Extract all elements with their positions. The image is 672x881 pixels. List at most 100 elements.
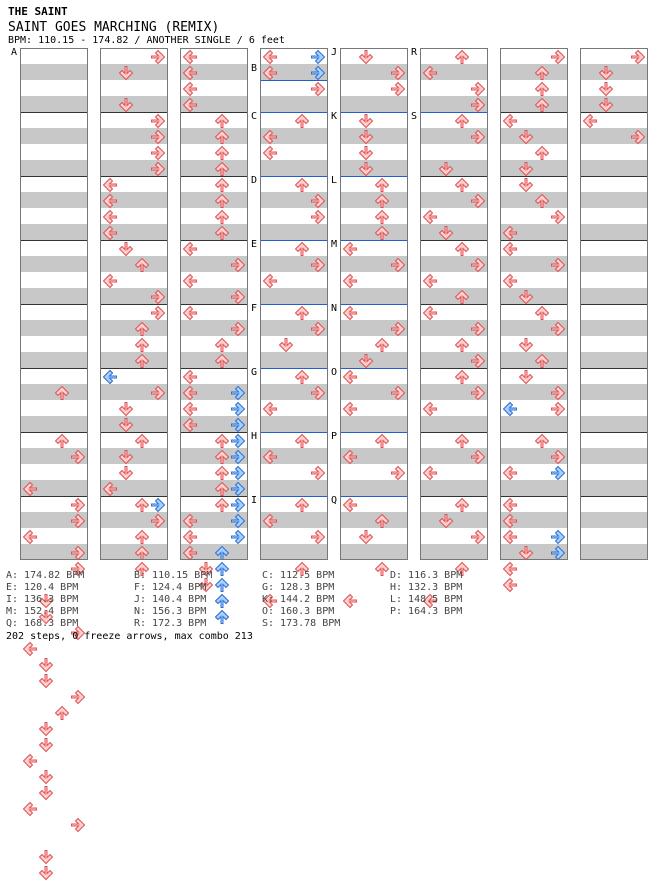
step-arrow-up-icon [294, 433, 310, 448]
measure-line [340, 304, 408, 305]
step-arrow-up-icon [294, 113, 310, 128]
measure-line [260, 304, 328, 305]
measure-line [420, 240, 488, 241]
step-arrow-right-icon [231, 449, 246, 465]
step-arrow-down-icon [278, 338, 294, 353]
step-arrow-up-icon [54, 705, 70, 720]
step-arrow-up-icon [534, 193, 550, 208]
step-arrow-up-icon [214, 593, 230, 608]
step-arrow-right-icon [231, 481, 246, 497]
step-arrow-down-icon [598, 66, 614, 81]
bpm-change-line [340, 112, 408, 113]
step-arrow-right-icon [471, 97, 486, 113]
step-arrow-left-icon [182, 545, 197, 561]
step-arrow-down-icon [118, 450, 134, 465]
step-arrow-left-icon [102, 481, 117, 497]
step-arrow-up-icon [454, 497, 470, 512]
step-arrow-up-icon [214, 145, 230, 160]
step-arrow-down-icon [518, 290, 534, 305]
step-arrow-up-icon [134, 257, 150, 272]
measure-line [180, 496, 248, 497]
step-arrow-left-icon [422, 593, 437, 609]
step-arrow-up-icon [454, 241, 470, 256]
step-arrow-up-icon [214, 433, 230, 448]
step-arrow-down-icon [118, 402, 134, 417]
measure-line [180, 240, 248, 241]
section-marker-e: E [251, 239, 258, 250]
measure-line [260, 496, 328, 497]
section-marker-c: C [251, 111, 258, 122]
step-arrow-left-icon [22, 529, 37, 545]
measure-line [340, 496, 408, 497]
step-arrow-up-icon [134, 529, 150, 544]
step-arrow-down-icon [358, 530, 374, 545]
section-marker-m: M [331, 239, 338, 250]
step-arrow-left-icon [262, 513, 277, 529]
step-arrow-right-icon [551, 385, 566, 401]
step-arrow-left-icon [182, 305, 197, 321]
step-arrow-down-icon [38, 594, 54, 609]
step-arrow-right-icon [551, 465, 566, 481]
step-arrow-right-icon [231, 321, 246, 337]
step-arrow-up-icon [214, 465, 230, 480]
step-arrow-down-icon [38, 770, 54, 785]
step-arrow-down-icon [118, 418, 134, 433]
measure-line [100, 176, 168, 177]
step-arrow-left-icon [102, 225, 117, 241]
step-arrow-right-icon [231, 417, 246, 433]
chart-column-7 [500, 48, 568, 593]
step-arrow-down-icon [518, 546, 534, 561]
step-arrow-right-icon [151, 129, 166, 145]
step-arrow-left-icon [342, 273, 357, 289]
measure-line [500, 368, 568, 369]
step-arrow-right-icon [631, 129, 646, 145]
step-arrow-left-icon [342, 401, 357, 417]
step-arrow-right-icon [551, 257, 566, 273]
bpm-entry-b: B: 110.15 BPM [134, 570, 213, 581]
step-arrow-up-icon [214, 353, 230, 368]
measure-line [180, 432, 248, 433]
step-arrow-right-icon [471, 129, 486, 145]
step-arrow-up-icon [214, 561, 230, 576]
step-arrow-up-icon [374, 561, 390, 576]
step-arrow-left-icon [502, 577, 517, 593]
step-arrow-right-icon [391, 65, 406, 81]
step-arrow-up-icon [214, 609, 230, 624]
step-arrow-down-icon [38, 658, 54, 673]
measure-line [20, 368, 88, 369]
step-arrow-right-icon [311, 465, 326, 481]
measure-line [420, 432, 488, 433]
step-arrow-up-icon [454, 337, 470, 352]
chart-column-6 [420, 48, 488, 609]
step-arrow-left-icon [182, 369, 197, 385]
step-arrow-left-icon [262, 65, 277, 81]
step-arrow-left-icon [422, 305, 437, 321]
measure-line [20, 112, 88, 113]
bpm-entry-o: O: 160.3 BPM [262, 606, 335, 617]
step-arrow-down-icon [598, 98, 614, 113]
step-arrow-left-icon [182, 273, 197, 289]
section-marker-f: F [251, 303, 258, 314]
step-arrow-up-icon [294, 561, 310, 576]
step-arrow-right-icon [471, 449, 486, 465]
step-arrow-up-icon [374, 193, 390, 208]
step-arrow-right-icon [551, 529, 566, 545]
step-arrow-right-icon [151, 289, 166, 305]
step-arrow-right-icon [311, 257, 326, 273]
bpm-change-line [260, 112, 328, 113]
step-arrow-left-icon [182, 417, 197, 433]
bpm-change-line [340, 176, 408, 177]
step-arrow-down-icon [358, 354, 374, 369]
measure-line [580, 240, 648, 241]
step-arrow-right-icon [551, 49, 566, 65]
measure-line [420, 304, 488, 305]
measure-line [500, 432, 568, 433]
step-arrow-up-icon [454, 49, 470, 64]
measure-line [100, 432, 168, 433]
step-arrow-right-icon [231, 385, 246, 401]
step-arrow-right-icon [311, 65, 326, 81]
step-arrow-down-icon [518, 178, 534, 193]
step-arrow-right-icon [631, 49, 646, 65]
step-arrow-left-icon [262, 49, 277, 65]
measure-line [20, 496, 88, 497]
